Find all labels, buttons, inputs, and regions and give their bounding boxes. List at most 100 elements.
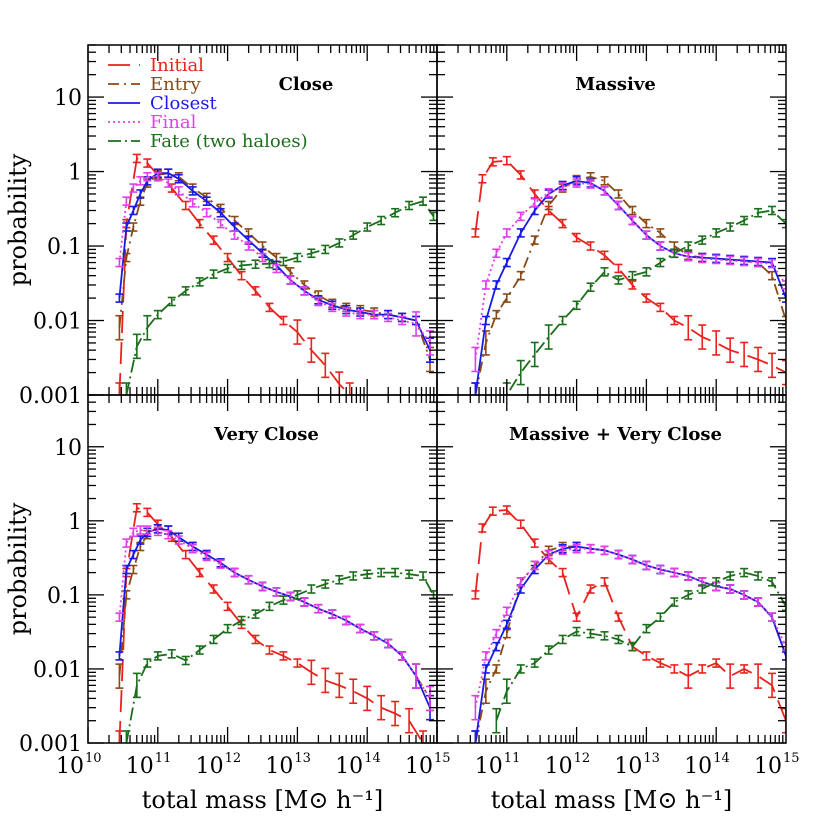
- data-point-closest: [502, 257, 511, 268]
- data-point-closest: [481, 315, 490, 326]
- data-point-fate-two-haloes: [656, 612, 665, 622]
- data-point-fate-two-haloes: [132, 672, 141, 699]
- data-point-fate-two-haloes: [670, 248, 679, 259]
- y-tick-label: 0.001: [19, 732, 82, 757]
- data-point-fate-two-haloes: [628, 641, 637, 652]
- data-point-entry: [481, 678, 490, 705]
- data-point-final: [656, 564, 665, 575]
- data-point-initial: [363, 685, 372, 712]
- series-line-entry: [118, 527, 431, 699]
- data-point-initial: [143, 158, 152, 168]
- data-point-final: [628, 554, 637, 565]
- panel-ticks: [87, 394, 437, 744]
- data-point-entry: [129, 222, 138, 232]
- data-point-entry: [502, 293, 511, 303]
- series-layer: [115, 502, 437, 743]
- svg-text:10: 10: [545, 754, 573, 779]
- data-point-initial: [349, 678, 358, 705]
- x-tick-labels: 10 10 10 11 10 12 10 13 10 14 10 15 10 11 10 12 10 13 10 14…: [56, 751, 800, 779]
- data-point-final: [272, 263, 281, 274]
- data-point-initial: [754, 346, 763, 373]
- panel-massive-very-close: Massive + Very Close: [436, 394, 787, 744]
- data-point-final: [230, 230, 239, 240]
- data-point-initial: [600, 250, 609, 261]
- x-tick-label: 10 11: [475, 751, 521, 779]
- data-point-entry: [129, 564, 138, 575]
- data-point-initial: [488, 506, 497, 516]
- x-axis-label-right: total mass [M⊙ h⁻¹]: [491, 786, 732, 814]
- svg-text:15: 15: [783, 751, 800, 766]
- data-point-final: [684, 571, 693, 581]
- data-point-closest: [216, 207, 225, 218]
- y-tick-label: 1: [68, 161, 82, 186]
- data-point-fate-two-haloes: [181, 655, 190, 666]
- data-point-final: [600, 186, 609, 196]
- data-point-fate-two-haloes: [293, 252, 302, 263]
- data-point-fate-two-haloes: [429, 211, 437, 222]
- data-point-final: [286, 275, 295, 285]
- data-point-fate-two-haloes: [492, 707, 501, 734]
- data-point-initial: [558, 218, 567, 229]
- svg-text:10: 10: [684, 754, 712, 779]
- data-point-fate-two-haloes: [209, 269, 218, 279]
- data-point-initial: [502, 505, 511, 515]
- data-point-fate-two-haloes: [363, 222, 372, 232]
- svg-text:14: 14: [713, 751, 730, 766]
- data-point-fate-two-haloes: [405, 200, 414, 211]
- data-point-final: [342, 307, 351, 317]
- data-point-initial: [656, 658, 665, 668]
- data-point-fate-two-haloes: [153, 651, 162, 661]
- data-point-fate-two-haloes: [684, 590, 693, 600]
- legend-label: Initial: [150, 55, 204, 76]
- data-point-entry: [481, 330, 490, 356]
- data-point-initial: [488, 157, 497, 167]
- data-point-final: [642, 560, 651, 571]
- data-point-fate-two-haloes: [419, 196, 428, 206]
- data-point-fate-two-haloes: [530, 341, 539, 368]
- svg-text:13: 13: [643, 751, 660, 766]
- svg-text:14: 14: [364, 751, 381, 766]
- data-point-fate-two-haloes: [726, 571, 735, 581]
- panel-title: Massive: [575, 74, 656, 95]
- y-axis-label-top: probability: [4, 153, 32, 286]
- data-point-final: [712, 254, 721, 265]
- data-point-final: [572, 543, 581, 554]
- svg-text:12: 12: [574, 751, 591, 766]
- data-point-fate-two-haloes: [167, 296, 176, 307]
- panel-frame: [436, 394, 787, 744]
- data-point-initial: [712, 330, 721, 356]
- data-point-final: [398, 315, 407, 326]
- data-point-fate-two-haloes: [195, 645, 204, 655]
- data-point-final: [586, 543, 595, 554]
- data-point-fate-two-haloes: [209, 634, 218, 645]
- data-point-initial: [195, 218, 204, 229]
- data-point-fate-two-haloes: [740, 567, 749, 578]
- data-point-fate-two-haloes: [782, 218, 786, 229]
- data-point-entry: [530, 235, 539, 245]
- y-tick-label: 0.01: [33, 310, 82, 335]
- panels-layer: Close Massive Very Close Massive + Very Clo…: [87, 44, 787, 744]
- data-point-entry: [115, 314, 124, 341]
- x-tick-label: 10 15: [754, 751, 800, 779]
- data-point-initial: [265, 302, 274, 313]
- data-point-fate-two-haloes: [768, 205, 777, 216]
- series-line-closest: [118, 527, 431, 709]
- data-point-final: [754, 597, 763, 607]
- data-point-fate-two-haloes: [600, 631, 609, 641]
- data-point-fate-two-haloes: [223, 263, 232, 274]
- data-point-fate-two-haloes: [628, 270, 637, 281]
- data-point-final: [670, 567, 679, 578]
- data-point-initial: [377, 694, 386, 721]
- data-point-initial: [223, 252, 232, 263]
- data-point-initial: [698, 324, 707, 350]
- data-point-final: [188, 543, 197, 554]
- data-point-closest: [115, 651, 124, 661]
- series-line-final: [474, 547, 786, 708]
- data-point-initial: [279, 315, 288, 326]
- data-point-entry: [492, 309, 501, 320]
- svg-text:10: 10: [56, 754, 84, 779]
- data-point-fate-two-haloes: [181, 286, 190, 296]
- data-point-final: [328, 609, 337, 619]
- data-point-final: [614, 549, 623, 560]
- x-tick-label: 10 12: [196, 751, 242, 779]
